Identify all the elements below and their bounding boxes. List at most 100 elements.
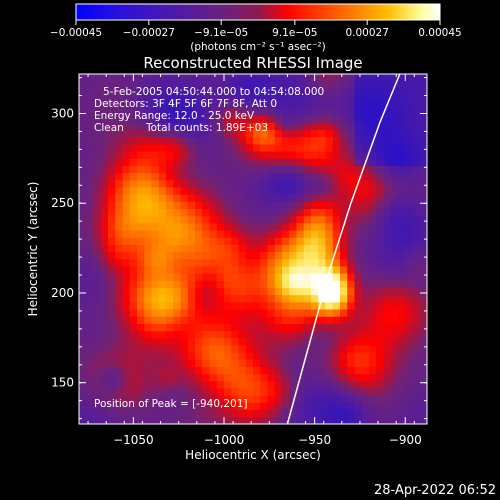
heatmap-cell	[202, 194, 210, 202]
heatmap-cell	[376, 208, 384, 217]
heatmap-cell	[100, 151, 109, 159]
heatmap-cell	[412, 208, 421, 217]
heatmap-cell	[311, 79, 319, 87]
heatmap-cell	[245, 280, 254, 288]
heatmap-cell	[144, 165, 152, 174]
heatmap-cell	[253, 294, 261, 303]
heatmap-cell	[79, 244, 87, 253]
heatmap-cell	[166, 179, 174, 188]
heatmap-cell	[195, 337, 203, 346]
heatmap-cell	[318, 151, 326, 159]
heatmap-cell	[318, 93, 326, 102]
heatmap-cell	[311, 337, 319, 346]
heatmap-cell	[166, 244, 174, 253]
heatmap-cell	[173, 93, 181, 102]
heatmap-cell	[347, 115, 355, 123]
heatmap-cell	[187, 179, 196, 188]
heatmap-cell	[195, 187, 203, 195]
heatmap-cell	[166, 172, 174, 181]
heatmap-cell	[412, 86, 421, 95]
heatmap-cell	[209, 136, 218, 145]
heatmap-cell	[253, 287, 261, 296]
heatmap-cell	[108, 230, 116, 238]
heatmap-cell	[260, 136, 268, 145]
heatmap-cell	[137, 86, 145, 95]
heatmap-cell	[369, 79, 377, 87]
heatmap-cell	[318, 266, 326, 274]
heatmap-cell	[202, 330, 210, 339]
heatmap-cell	[332, 301, 341, 310]
heatmap-cell	[195, 352, 203, 360]
heatmap-cell	[383, 294, 392, 303]
heatmap-cell	[137, 215, 145, 224]
heatmap-cell	[129, 316, 138, 324]
heatmap-cell	[79, 172, 87, 181]
heatmap-cell	[209, 273, 218, 281]
heatmap-cell	[166, 258, 174, 267]
heatmap-cell	[347, 201, 355, 210]
heatmap-cell	[144, 244, 152, 253]
heatmap-cell	[137, 266, 145, 274]
heatmap-cell	[282, 330, 290, 339]
heatmap-cell	[361, 359, 370, 367]
heatmap-cell	[347, 266, 355, 274]
heatmap-cell	[100, 74, 109, 80]
heatmap-cell	[412, 330, 421, 339]
heatmap-cell	[108, 294, 116, 303]
heatmap-cell	[282, 345, 290, 353]
heatmap-cell	[376, 266, 384, 274]
heatmap-cell	[296, 409, 305, 418]
heatmap-cell	[100, 258, 109, 267]
heatmap-cell	[419, 230, 427, 238]
heatmap-cell	[108, 208, 116, 217]
heatmap-cell	[115, 294, 123, 303]
heatmap-cell	[332, 388, 341, 396]
heatmap-cell	[347, 194, 355, 202]
heatmap-cell	[318, 273, 326, 281]
heatmap-cell	[180, 309, 189, 317]
heatmap-cell	[282, 230, 290, 238]
heatmap-cell	[166, 266, 174, 274]
heatmap-cell	[129, 330, 138, 339]
heatmap-cell	[187, 151, 196, 159]
heatmap-cell	[93, 165, 102, 174]
heatmap-cell	[216, 222, 225, 231]
heatmap-cell	[166, 316, 174, 324]
heatmap-cell	[361, 395, 370, 403]
heatmap-cell	[354, 144, 363, 152]
heatmap-cell	[347, 294, 355, 303]
heatmap-cell	[419, 86, 427, 95]
heatmap-cell	[173, 409, 181, 418]
heatmap-cell	[253, 93, 261, 102]
heatmap-cell	[325, 373, 334, 382]
heatmap-cell	[347, 316, 355, 324]
heatmap-cell	[245, 316, 254, 324]
heatmap-cell	[318, 122, 326, 131]
heatmap-cell	[238, 187, 247, 195]
heatmap-cell	[180, 165, 189, 174]
heatmap-cell	[245, 179, 254, 188]
heatmap-cell	[332, 201, 341, 210]
heatmap-cell	[289, 280, 297, 288]
heatmap-cell	[303, 266, 312, 274]
heatmap-cell	[209, 158, 218, 166]
heatmap-cell	[260, 323, 268, 332]
heatmap-cell	[332, 115, 341, 123]
heatmap-cell	[108, 380, 116, 389]
heatmap-cell	[245, 86, 254, 95]
heatmap-cell	[158, 172, 167, 181]
heatmap-cell	[354, 172, 363, 181]
heatmap-cell	[79, 129, 87, 138]
heatmap-cell	[376, 280, 384, 288]
heatmap-cell	[187, 294, 196, 303]
heatmap-cell	[347, 172, 355, 181]
heatmap-cell	[369, 395, 377, 403]
heatmap-cell	[173, 79, 181, 87]
heatmap-cell	[253, 251, 261, 260]
heatmap-cell	[158, 395, 167, 403]
heatmap-cell	[224, 316, 232, 324]
heatmap-cell	[361, 258, 370, 267]
heatmap-cell	[325, 251, 334, 260]
heatmap-cell	[209, 187, 218, 195]
heatmap-cell	[180, 93, 189, 102]
